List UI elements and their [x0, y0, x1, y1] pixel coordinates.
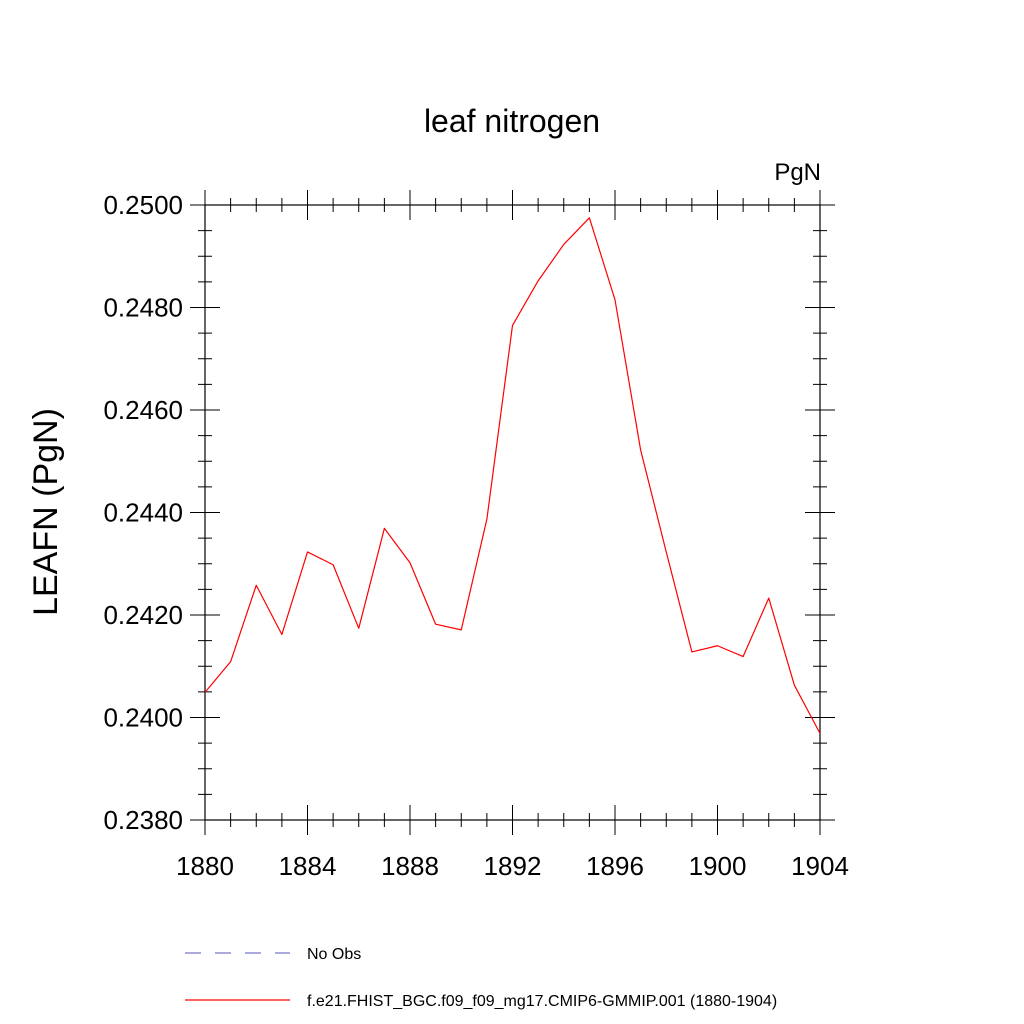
x-tick-label: 1896 — [586, 851, 644, 881]
y-tick-label: 0.2460 — [103, 395, 183, 425]
axis-ticks — [190, 190, 835, 835]
x-tick-label: 1892 — [484, 851, 542, 881]
x-tick-label: 1904 — [791, 851, 849, 881]
y-tick-labels: 0.2380 0.2400 0.2420 0.2440 0.2460 0.2480 0.25… — [103, 190, 183, 835]
chart-title: leaf nitrogen — [424, 103, 600, 139]
legend-label: No Obs — [307, 946, 361, 963]
x-tick-label: 1888 — [381, 851, 439, 881]
units-label: PgN — [774, 159, 821, 186]
x-tick-labels: 1880 1884 1888 1892 1896 1900 1904 — [176, 851, 849, 881]
y-tick-label: 0.2420 — [103, 600, 183, 630]
plot-frame — [204, 204, 821, 821]
x-tick-label: 1900 — [689, 851, 747, 881]
legend: No Obs f.e21.FHIST_BGC.f09_f09_mg17.CMIP6… — [185, 946, 777, 1010]
x-tick-label: 1884 — [279, 851, 337, 881]
y-tick-label: 0.2380 — [103, 805, 183, 835]
series-line — [204, 217, 821, 734]
series-group — [204, 217, 821, 734]
y-tick-label: 0.2480 — [103, 293, 183, 323]
y-axis-label: LEAFN (PgN) — [27, 408, 65, 616]
x-tick-label: 1880 — [176, 851, 234, 881]
y-tick-label: 0.2500 — [103, 190, 183, 220]
legend-label: f.e21.FHIST_BGC.f09_f09_mg17.CMIP6-GMMIP… — [307, 993, 777, 1010]
y-tick-label: 0.2400 — [103, 703, 183, 733]
y-tick-label: 0.2440 — [103, 498, 183, 528]
